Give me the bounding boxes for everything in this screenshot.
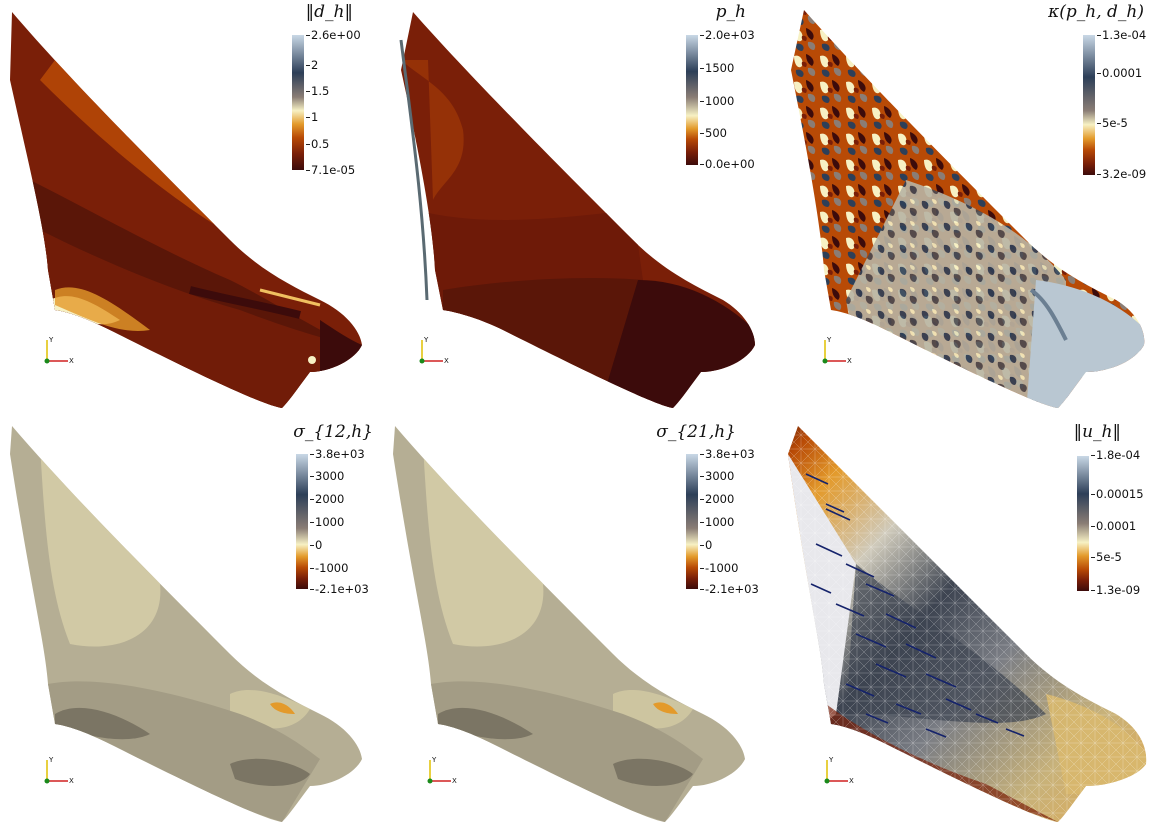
colorbar-tick: 3.8e+03 bbox=[700, 447, 755, 461]
colorbar-stress-12 bbox=[296, 454, 308, 589]
axes-triad-icon: Y X bbox=[44, 336, 74, 365]
panel-permeability: κ(p_h, d_h) 1.3e-04 0.0001 5e-5 3.2e-09 … bbox=[766, 0, 1149, 414]
colorbar-tick: 0.0001 bbox=[1090, 519, 1137, 533]
colorbar-stress-21 bbox=[686, 454, 698, 589]
colorbar-tick: 1000 bbox=[699, 94, 735, 108]
colorbar-tick: 1.5 bbox=[305, 84, 330, 98]
colorbar-tick: 0 bbox=[309, 538, 323, 552]
colorbar-tick: 2.6e+00 bbox=[306, 28, 361, 42]
axis-label-x: X bbox=[69, 777, 74, 785]
colorbar-velocity bbox=[1077, 456, 1089, 591]
colorbar-tick: 2 bbox=[305, 58, 319, 72]
panel-stress-12: σ_{12,h} 3.8e+03 3000 2000 1000 0 -1000 … bbox=[0, 414, 383, 828]
axis-label-x: X bbox=[444, 357, 449, 365]
axes-triad-icon: Y X bbox=[427, 756, 457, 785]
panel-displacement-norm: ‖d_h‖ 2.6e+00 2 1.5 1 0.5 7.1e-05 Y X bbox=[0, 0, 383, 414]
axis-label-y: Y bbox=[48, 756, 54, 764]
panel-pressure: p_h 2.0e+03 1500 1000 500 0.0e+00 Y X bbox=[383, 0, 766, 414]
colorbar-tick: 7.1e-05 bbox=[305, 163, 356, 177]
axis-label-y: Y bbox=[423, 336, 429, 344]
colorbar-displacement bbox=[292, 35, 304, 170]
axis-label-y: Y bbox=[431, 756, 437, 764]
colorbar-title-velocity: ‖u_h‖ bbox=[1073, 422, 1121, 442]
colorbar-tick: 1.3e-04 bbox=[1096, 28, 1147, 42]
pressure-field-plot bbox=[399, 12, 755, 408]
axis-label-y: Y bbox=[48, 336, 54, 344]
stress-12-field-plot bbox=[10, 426, 362, 822]
velocity-arrows bbox=[805, 473, 1025, 738]
colorbar-tick: 2000 bbox=[309, 492, 345, 506]
colorbar-tick: 0.5 bbox=[305, 137, 330, 151]
colorbar-tick: 1000 bbox=[309, 515, 345, 529]
colorbar-tick: 2000 bbox=[699, 492, 735, 506]
colorbar-title-displacement: ‖d_h‖ bbox=[305, 2, 353, 22]
axes-triad-icon: Y X bbox=[44, 756, 74, 785]
colorbar-tick: 3000 bbox=[699, 469, 735, 483]
colorbar-tick: -1000 bbox=[699, 561, 739, 575]
colorbar-tick: -2.1e+03 bbox=[310, 582, 369, 596]
colorbar-tick: 3.2e-09 bbox=[1096, 167, 1147, 181]
colorbar-tick: 5e-5 bbox=[1091, 550, 1122, 564]
colorbar-tick: 500 bbox=[700, 126, 727, 140]
colorbar-tick: 0 bbox=[699, 538, 713, 552]
colorbar-title-stress-21: σ_{21,h} bbox=[656, 422, 736, 442]
colorbar-title-permeability: κ(p_h, d_h) bbox=[1048, 2, 1144, 22]
colorbar-tick: 0.0001 bbox=[1096, 66, 1143, 80]
colorbar-tick: 1.8e-04 bbox=[1090, 448, 1141, 462]
axis-label-x: X bbox=[69, 357, 74, 365]
axis-label-y: Y bbox=[828, 756, 834, 764]
colorbar-tick: 0.00015 bbox=[1091, 487, 1144, 501]
colorbar-tick: -2.1e+03 bbox=[700, 582, 759, 596]
colorbar-tick: 1000 bbox=[699, 515, 735, 529]
axes-triad-icon: Y X bbox=[824, 756, 854, 785]
axes-triad-icon: Y X bbox=[822, 336, 852, 365]
colorbar-tick: 3.8e+03 bbox=[310, 447, 365, 461]
colorbar-tick: 2.0e+03 bbox=[700, 28, 755, 42]
colorbar-permeability bbox=[1083, 35, 1095, 175]
colorbar-tick: -1000 bbox=[309, 561, 349, 575]
axes-triad-icon: Y X bbox=[419, 336, 449, 365]
colorbar-title-pressure: p_h bbox=[715, 2, 746, 22]
panel-stress-21: σ_{21,h} 3.8e+03 3000 2000 1000 0 -1000 … bbox=[383, 414, 766, 828]
colorbar-title-stress-12: σ_{12,h} bbox=[293, 422, 373, 442]
colorbar-tick: 1500 bbox=[699, 61, 735, 75]
colorbar-tick: 1 bbox=[305, 110, 319, 124]
axis-label-x: X bbox=[847, 357, 852, 365]
colorbar-pressure bbox=[686, 35, 698, 165]
colorbar-tick: 0.0e+00 bbox=[700, 157, 755, 171]
colorbar-tick: 1.3e-09 bbox=[1090, 583, 1141, 597]
axis-label-x: X bbox=[452, 777, 457, 785]
axis-label-x: X bbox=[849, 777, 854, 785]
colorbar-tick: 3000 bbox=[309, 469, 345, 483]
axis-label-y: Y bbox=[826, 336, 832, 344]
colorbar-tick: 5e-5 bbox=[1097, 116, 1128, 130]
panel-velocity-norm: ‖u_h‖ 1.8e-04 0.00015 0.0001 5e-5 1.3e-0… bbox=[766, 414, 1151, 828]
